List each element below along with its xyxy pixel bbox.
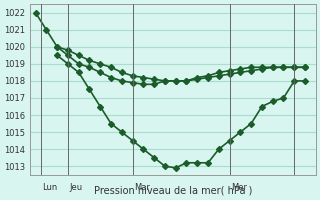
Text: Mer: Mer: [231, 183, 247, 192]
Text: Lun: Lun: [42, 183, 57, 192]
X-axis label: Pression niveau de la mer( hPa ): Pression niveau de la mer( hPa ): [94, 186, 252, 196]
Text: Mar: Mar: [134, 183, 149, 192]
Text: Jeu: Jeu: [69, 183, 82, 192]
